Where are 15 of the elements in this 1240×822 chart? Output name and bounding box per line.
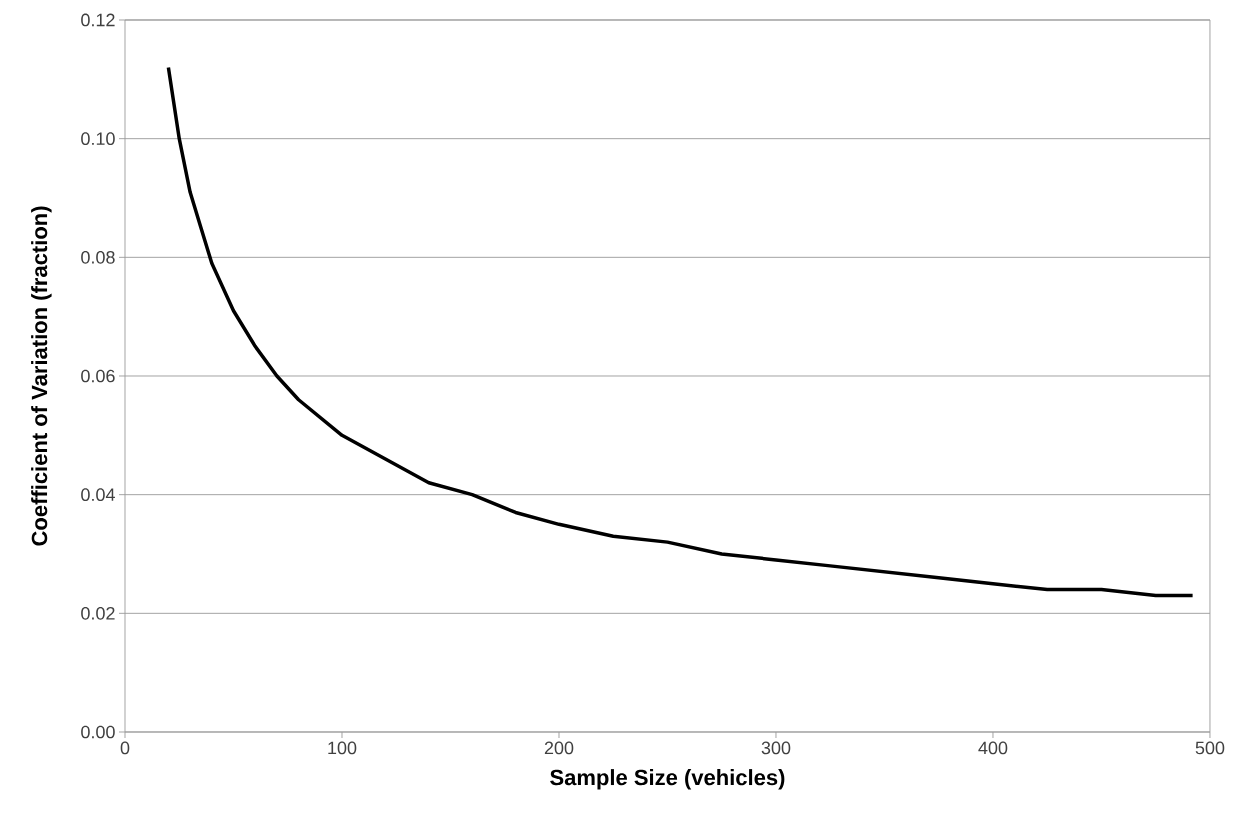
- y-tick-label: 0.10: [81, 132, 115, 146]
- x-tick-label: 200: [544, 741, 574, 755]
- x-tick-label: 500: [1195, 741, 1225, 755]
- x-axis-title: Sample Size (vehicles): [550, 769, 785, 790]
- x-tick-label: 300: [761, 741, 791, 755]
- y-tick-label: 0.08: [81, 250, 115, 264]
- y-tick-label: 0.04: [81, 488, 115, 502]
- x-tick-label: 400: [978, 741, 1008, 755]
- y-tick-label: 0.06: [81, 369, 115, 383]
- y-tick-label: 0.12: [81, 13, 115, 27]
- x-tick-label: 100: [328, 741, 357, 755]
- y-tick-label: 0.00: [81, 725, 115, 739]
- y-tick-label: 0.02: [81, 606, 115, 620]
- y-axis-title: Coefficient of Variation (fraction): [31, 206, 52, 546]
- x-tick-label: 0: [120, 741, 130, 755]
